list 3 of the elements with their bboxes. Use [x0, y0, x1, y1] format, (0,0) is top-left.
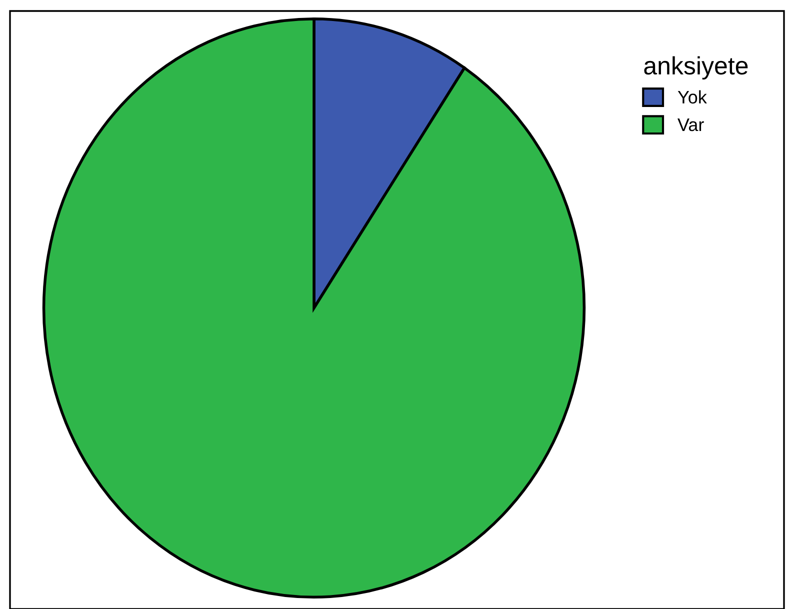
legend-title: anksiyete [644, 56, 748, 80]
legend-label: Yok [678, 90, 707, 104]
legend-label: Var [678, 118, 704, 132]
